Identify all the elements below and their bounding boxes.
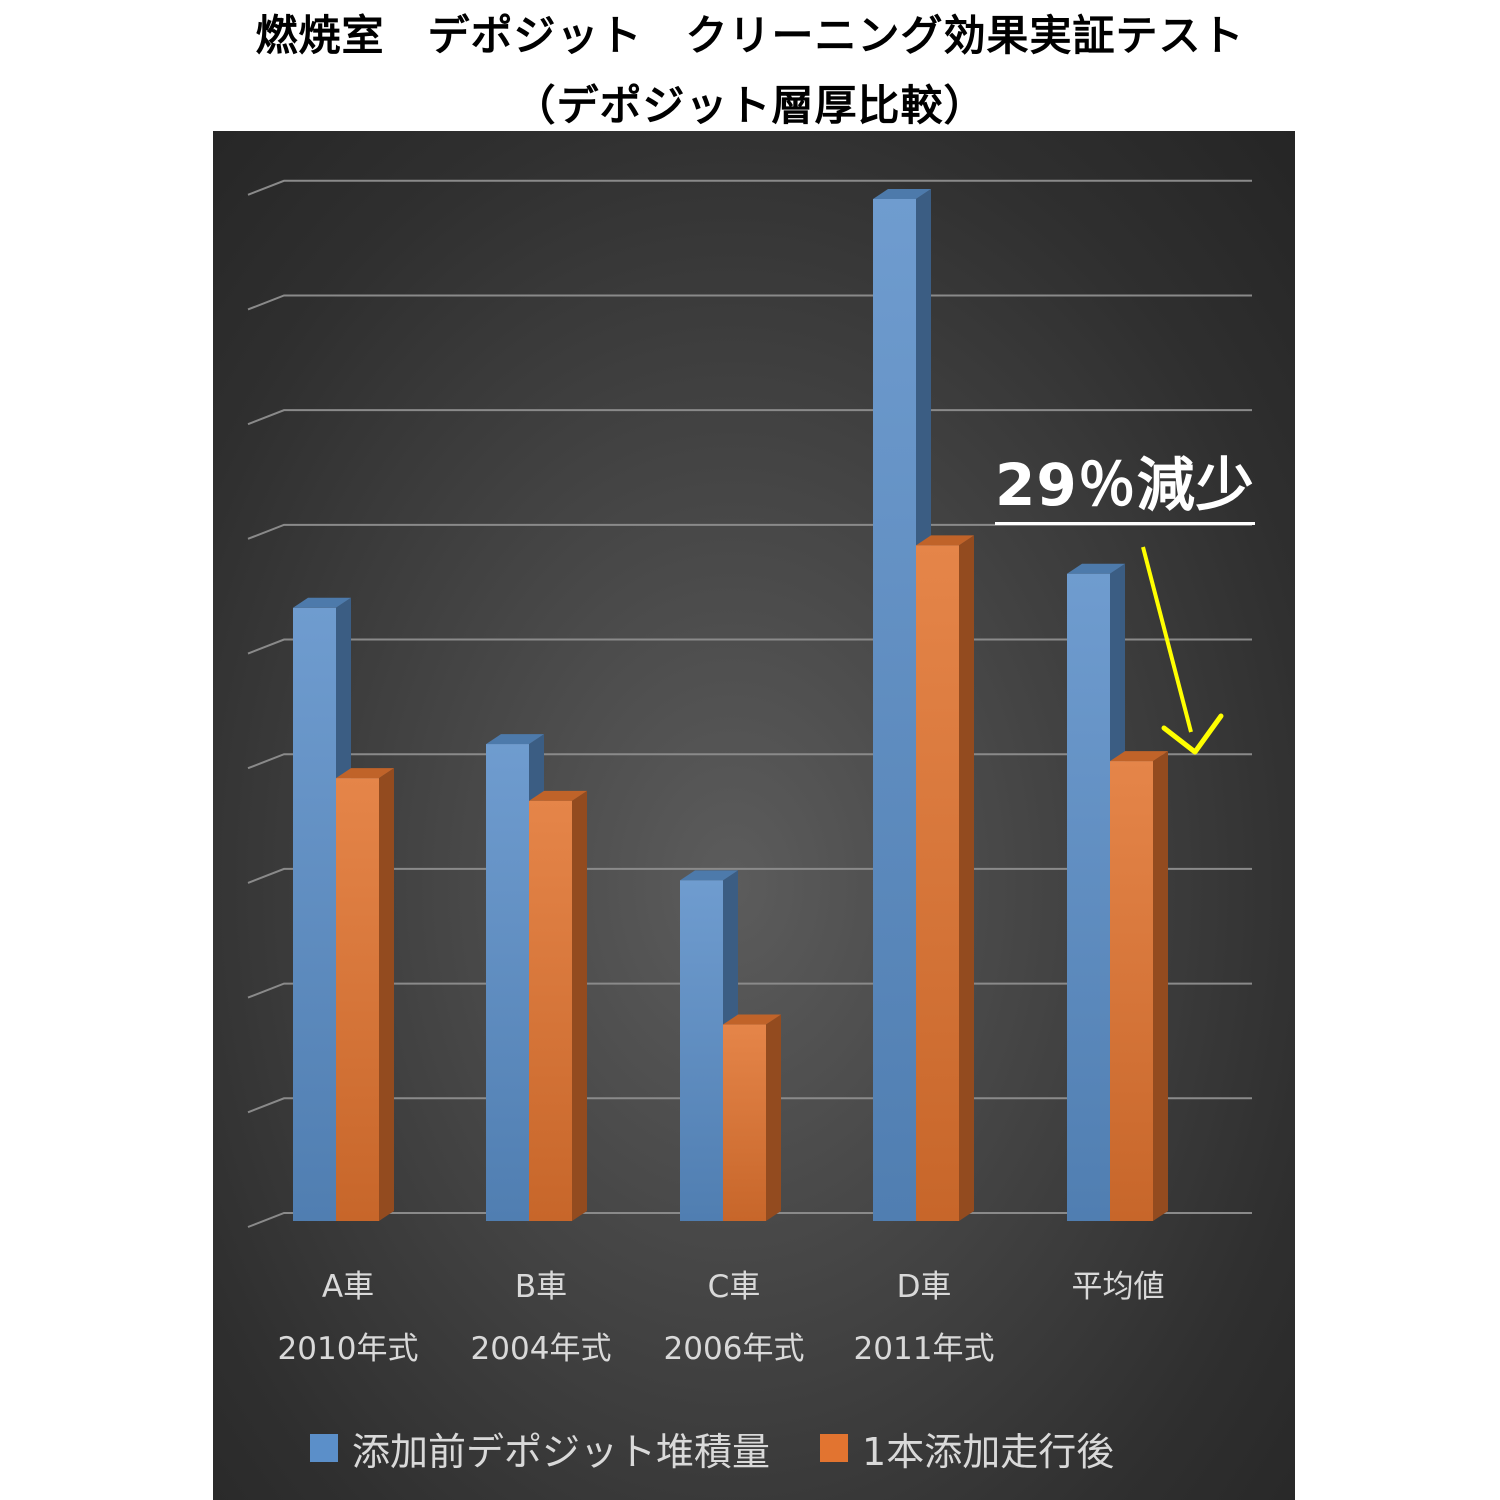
bar-after bbox=[529, 800, 572, 1221]
bar-before-top bbox=[680, 870, 738, 881]
bar-after-top bbox=[336, 768, 394, 779]
gridline bbox=[247, 409, 1252, 426]
annotation-arrow-head bbox=[1161, 713, 1224, 755]
bar-after-top bbox=[529, 790, 587, 801]
bar-before bbox=[293, 607, 336, 1221]
bar-before-top bbox=[873, 189, 931, 199]
legend-swatch-before bbox=[310, 1434, 338, 1462]
bar-after-top bbox=[723, 1014, 781, 1025]
category-name: D車 bbox=[896, 1269, 952, 1305]
chart-title-line1: 燃焼室 デポジット クリーニング効果実証テスト bbox=[255, 11, 1245, 60]
bar-after-top bbox=[916, 535, 974, 546]
legend-label-after: 1本添加走行後 bbox=[862, 1429, 1115, 1474]
category-name: C車 bbox=[707, 1269, 761, 1305]
bar-before-top bbox=[486, 734, 544, 745]
bar-after bbox=[916, 545, 959, 1221]
bar-before-top bbox=[1067, 563, 1125, 574]
bar-after-side bbox=[1153, 751, 1168, 1221]
bar-after bbox=[1110, 761, 1153, 1221]
gridline bbox=[247, 294, 1252, 311]
category-label: 平均値 bbox=[1018, 1256, 1218, 1318]
chart-title-line2: （デポジット層厚比較） bbox=[513, 81, 987, 130]
bar-after-top bbox=[1110, 751, 1168, 762]
bar-after-side bbox=[379, 768, 394, 1221]
legend-swatch-after bbox=[820, 1434, 849, 1462]
bar-before bbox=[873, 199, 916, 1221]
legend-item-before: 添加前デポジット堆積量 bbox=[310, 1421, 770, 1476]
gridline bbox=[247, 523, 1252, 540]
reduction-annotation: 29％減少 bbox=[995, 450, 1255, 525]
bar-before bbox=[1067, 573, 1110, 1221]
category-label: A車 2010年式 bbox=[248, 1256, 448, 1380]
category-name: A車 bbox=[321, 1269, 375, 1305]
bar-before-top bbox=[293, 597, 351, 608]
bar-after-side bbox=[959, 535, 974, 1221]
bar-after bbox=[723, 1024, 766, 1221]
category-label: D車 2011年式 bbox=[824, 1256, 1024, 1380]
legend-item-after: 1本添加走行後 bbox=[820, 1421, 1114, 1476]
bar-after-side bbox=[572, 790, 587, 1221]
bar-after bbox=[336, 778, 379, 1221]
bar-after-side bbox=[766, 1014, 781, 1221]
gridline bbox=[247, 179, 1252, 196]
bar-before bbox=[680, 880, 723, 1221]
legend: 添加前デポジット堆積量 1本添加走行後 bbox=[310, 1418, 1164, 1478]
category-label: B車 2004年式 bbox=[441, 1256, 641, 1380]
annotation-arrow-shaft bbox=[1141, 546, 1193, 733]
bar-before bbox=[486, 744, 529, 1221]
category-year: 2004年式 bbox=[470, 1331, 612, 1367]
category-name: B車 bbox=[514, 1269, 568, 1305]
category-name: 平均値 bbox=[1071, 1269, 1165, 1305]
category-label: C車 2006年式 bbox=[634, 1256, 834, 1380]
legend-label-before: 添加前デポジット堆積量 bbox=[352, 1429, 771, 1474]
category-year: 2011年式 bbox=[853, 1331, 995, 1367]
category-year: 2010年式 bbox=[277, 1331, 419, 1367]
category-year: 2006年式 bbox=[663, 1331, 805, 1367]
